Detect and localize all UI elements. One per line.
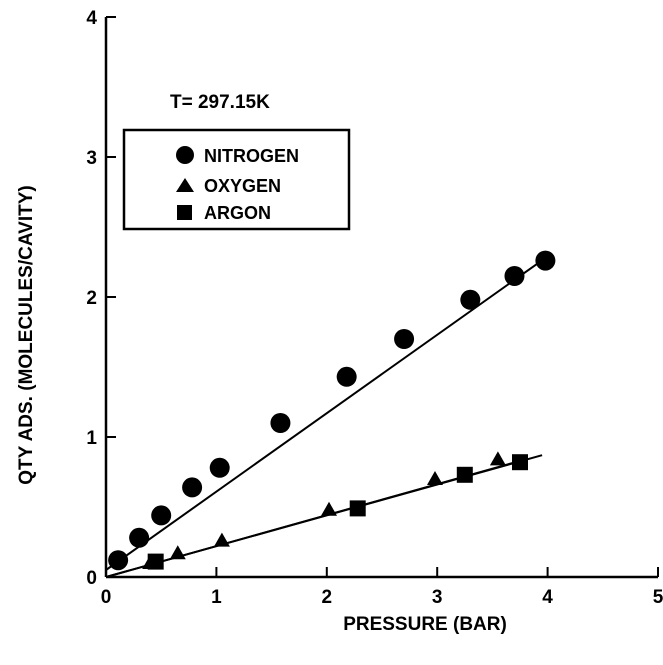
data-point-argon (349, 500, 366, 517)
chart-title: T= 297.15K (170, 92, 270, 113)
data-point-nitrogen (108, 550, 129, 571)
fit-lines (105, 255, 549, 578)
y-tick-label: 1 (86, 428, 97, 449)
legend-label-argon: ARGON (204, 203, 271, 223)
legend-marker-oxygen (176, 178, 194, 192)
legend-marker-argon (177, 205, 192, 220)
data-point-nitrogen (394, 329, 415, 349)
x-tick-label: 5 (653, 587, 663, 608)
legend-box (122, 128, 351, 231)
x-tick-label: 4 (542, 587, 553, 608)
data-point-nitrogen (129, 527, 150, 548)
data-point-nitrogen (182, 477, 203, 498)
x-tick-label: 0 (101, 587, 112, 608)
data-point-nitrogen (151, 505, 172, 526)
data-point-nitrogen (336, 366, 357, 387)
y-tick-label: 2 (86, 288, 97, 309)
data-point-nitrogen (270, 413, 291, 433)
fit-line-nitrogen (105, 255, 549, 571)
x-axis-label: PRESSURE (BAR) (343, 614, 507, 635)
y-tick-label: 0 (86, 568, 97, 589)
legend-label-nitrogen: NITROGEN (204, 146, 299, 166)
data-point-nitrogen (209, 457, 230, 478)
x-tick-label: 1 (211, 587, 222, 608)
data-point-nitrogen (504, 266, 525, 286)
data-point-nitrogen (535, 250, 556, 271)
legend-label-oxygen: OXYGEN (204, 176, 281, 196)
legend: NITROGEN OXYGEN ARGON (122, 128, 351, 231)
y-tick-label: 4 (86, 8, 97, 29)
data-point-argon (512, 454, 528, 471)
data-point-argon (147, 553, 164, 570)
axes: 0 1 2 3 4 5 0 1 2 3 4 (86, 8, 663, 608)
data-point-oxygen (213, 532, 230, 547)
x-tick-label: 3 (432, 587, 443, 608)
legend-marker-nitrogen (176, 146, 194, 164)
y-tick-label: 3 (86, 148, 97, 169)
data-point-oxygen (169, 545, 186, 560)
y-axis-label: QTY ADS. (MOLECULES/CAVITY) (16, 185, 37, 484)
data-point-oxygen (321, 501, 338, 516)
data-point-argon (456, 466, 473, 483)
x-tick-label: 2 (322, 587, 333, 608)
data-point-oxygen (426, 471, 443, 485)
data-point-nitrogen (460, 289, 481, 310)
data-markers (108, 250, 556, 571)
data-point-oxygen (489, 451, 506, 466)
